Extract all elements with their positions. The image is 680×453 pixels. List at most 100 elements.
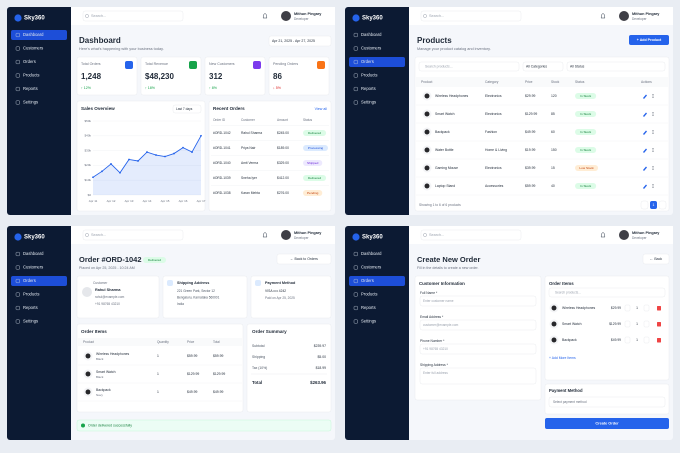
notification-bell[interactable]	[600, 13, 606, 19]
more-action[interactable]	[652, 112, 654, 113]
more-action[interactable]	[652, 148, 654, 149]
more-action[interactable]	[652, 187, 654, 188]
date-range-picker[interactable]	[268, 35, 332, 47]
qty-decrease[interactable]	[624, 304, 631, 312]
more-action[interactable]	[652, 167, 654, 169]
qty-increase[interactable]	[643, 304, 650, 312]
edit-action[interactable]	[643, 94, 647, 100]
more-action[interactable]	[652, 95, 654, 97]
card-number: VISA •••• 4242	[265, 289, 286, 293]
avatar[interactable]	[619, 11, 629, 21]
nav-item[interactable]: Customers	[361, 265, 381, 270]
nav-item[interactable]: Reports	[23, 86, 38, 91]
status-filter[interactable]	[566, 61, 666, 72]
product-search[interactable]	[418, 61, 520, 72]
more-action[interactable]	[652, 149, 654, 151]
nav-item[interactable]: Orders	[23, 278, 36, 283]
more-action[interactable]	[652, 113, 654, 115]
more-action[interactable]	[652, 94, 654, 95]
text-input[interactable]	[419, 343, 537, 355]
add-product-button[interactable]	[629, 35, 669, 45]
qty-decrease[interactable]	[624, 336, 631, 344]
next-page[interactable]	[658, 200, 667, 210]
notification-bell[interactable]	[262, 13, 268, 19]
more-action[interactable]	[652, 151, 654, 152]
avatar[interactable]	[619, 230, 629, 240]
more-action[interactable]	[652, 97, 654, 98]
view-all-link[interactable]: View all	[315, 107, 328, 111]
sales-point	[182, 146, 184, 149]
nav-item[interactable]: Orders	[361, 59, 374, 64]
nav-item[interactable]: Dashboard	[23, 251, 44, 256]
remove-item[interactable]	[657, 338, 661, 343]
avatar[interactable]	[281, 11, 291, 21]
add-items-link[interactable]: + Add More Items	[549, 356, 576, 360]
table-cell: $49.99	[525, 130, 535, 134]
edit-action[interactable]	[643, 148, 647, 154]
nav-item[interactable]: Settings	[361, 319, 376, 324]
text-input[interactable]	[419, 295, 537, 307]
edit-action[interactable]	[643, 184, 647, 190]
nav-item[interactable]: Dashboard	[361, 32, 382, 37]
prev-page[interactable]	[640, 200, 649, 210]
more-action[interactable]	[652, 115, 654, 116]
nav-item[interactable]: Orders	[23, 59, 36, 64]
back-button[interactable]	[642, 253, 670, 265]
more-action[interactable]	[652, 130, 654, 131]
qty-increase[interactable]	[643, 336, 650, 344]
more-action[interactable]	[652, 184, 654, 185]
more-action[interactable]	[652, 185, 654, 187]
nav-item[interactable]: Orders	[361, 278, 374, 283]
nav-item[interactable]: Products	[23, 73, 40, 78]
search-box[interactable]	[420, 10, 522, 22]
more-action[interactable]	[652, 166, 654, 167]
qty-increase[interactable]	[643, 320, 650, 328]
search-box[interactable]	[420, 229, 522, 241]
nav-item[interactable]: Products	[361, 292, 378, 297]
nav-item[interactable]: Dashboard	[23, 32, 44, 37]
brand-logo	[14, 233, 22, 241]
nav-item[interactable]: Customers	[23, 46, 43, 51]
payment-select[interactable]	[548, 396, 666, 408]
category-filter[interactable]	[522, 61, 564, 72]
current-page[interactable]	[650, 201, 657, 209]
text-input[interactable]	[419, 367, 537, 385]
chart-filter[interactable]	[172, 104, 202, 114]
edit-action[interactable]	[643, 166, 647, 172]
screen-panel: Sky360 Dashboard Customers Orders Products Re…	[7, 7, 335, 215]
text-input[interactable]	[419, 319, 537, 331]
edit-action[interactable]	[643, 112, 647, 118]
remove-item[interactable]	[657, 322, 661, 327]
notification-bell[interactable]	[262, 232, 268, 238]
nav-item[interactable]: Settings	[23, 100, 38, 105]
nav-item[interactable]: Settings	[23, 319, 38, 324]
remove-item[interactable]	[657, 306, 661, 311]
search-box[interactable]	[82, 10, 184, 22]
qty-decrease[interactable]	[624, 320, 631, 328]
nav-item[interactable]: Reports	[23, 305, 38, 310]
search-box[interactable]	[82, 229, 184, 241]
edit-action[interactable]	[643, 130, 647, 136]
more-action[interactable]	[652, 133, 654, 134]
nav-item[interactable]: Customers	[361, 46, 381, 51]
create-order-button[interactable]	[545, 418, 669, 429]
notification-bell[interactable]	[600, 232, 606, 238]
chart-title: Sales Overview	[81, 106, 115, 111]
nav-item[interactable]: Reports	[361, 305, 376, 310]
product-search[interactable]	[548, 287, 666, 298]
nav-item[interactable]: Products	[361, 73, 378, 78]
nav-item[interactable]: Customers	[23, 265, 43, 270]
back-button[interactable]	[276, 253, 332, 265]
nav-item[interactable]: Products	[23, 292, 40, 297]
search-icon	[85, 233, 89, 237]
more-action[interactable]	[652, 131, 654, 133]
table-cell: $129.99	[525, 112, 537, 116]
nav-item[interactable]: Reports	[361, 86, 376, 91]
more-action[interactable]	[652, 169, 654, 170]
product-image	[424, 165, 430, 171]
sales-point	[173, 152, 175, 155]
nav-item[interactable]: Settings	[361, 100, 376, 105]
avatar[interactable]	[281, 230, 291, 240]
table-cell: 1	[157, 390, 159, 394]
nav-item[interactable]: Dashboard	[361, 251, 382, 256]
